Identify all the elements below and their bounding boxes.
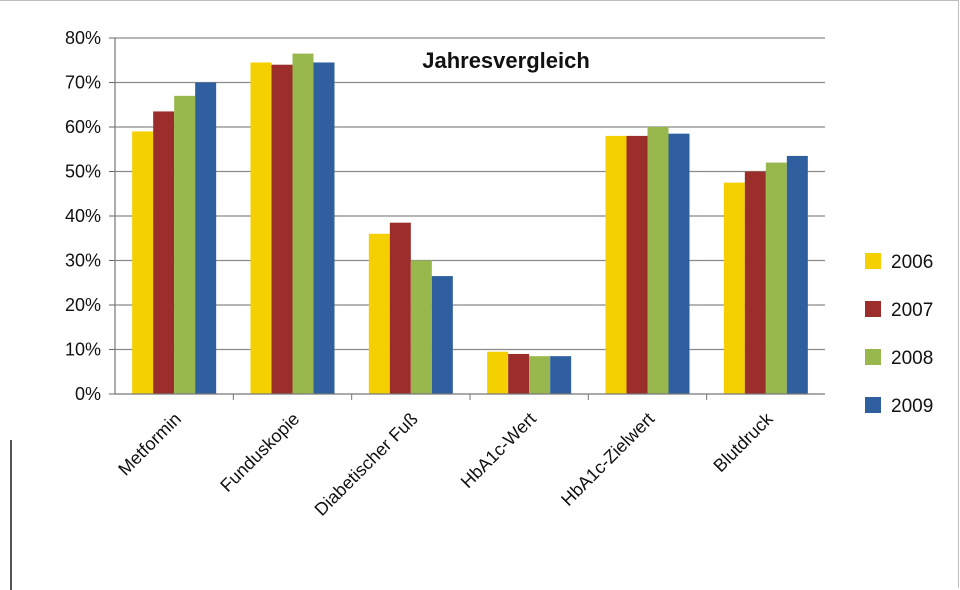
y-tick-label: 80%: [65, 28, 101, 48]
bar-2009-5: [786, 155, 808, 394]
y-tick-label: 40%: [65, 206, 101, 226]
y-tick-label: 30%: [65, 251, 101, 271]
y-tick-label: 60%: [65, 117, 101, 137]
y-tick-label: 0%: [75, 384, 101, 404]
category-label: Funduskopie: [216, 409, 303, 496]
legend-swatch-2009: [865, 397, 881, 413]
bar-2009-4: [668, 133, 690, 395]
bar-2008-3: [529, 356, 551, 394]
category-label: Blutdruck: [709, 408, 777, 476]
bar-2007-2: [389, 222, 411, 394]
bar-2008-1: [292, 53, 314, 394]
frame-edge: [10, 440, 12, 590]
bar-2009-1: [313, 62, 335, 394]
bars: [132, 53, 808, 395]
y-tick-label: 10%: [65, 340, 101, 360]
chart-title: Jahresvergleich: [422, 48, 590, 73]
category-labels: Metformin Funduskopie Diabetischer Fuß HbA1…: [114, 408, 777, 520]
y-tick-label: 70%: [65, 73, 101, 93]
legend-label: 2006: [891, 252, 933, 273]
bar-2007-3: [508, 353, 530, 394]
bar-2007-0: [153, 111, 175, 395]
legend-label: 2007: [891, 300, 933, 321]
legend-swatch-2007: [865, 301, 881, 317]
bar-2008-5: [765, 162, 787, 394]
category-label: HbA1c-Zielwert: [557, 409, 658, 510]
bar-2006-1: [250, 62, 272, 394]
y-axis-ticks: 0% 10% 20% 30% 40% 50% 60% 70% 80%: [65, 28, 115, 404]
bar-2008-4: [647, 127, 669, 394]
axes: [114, 38, 825, 400]
bar-2006-4: [605, 135, 627, 394]
bar-2006-3: [487, 351, 509, 394]
y-tick-label: 20%: [65, 295, 101, 315]
legend-label: 2008: [891, 348, 933, 369]
bar-2008-0: [174, 95, 196, 394]
bar-2006-5: [723, 182, 745, 394]
bar-2007-4: [626, 135, 648, 394]
bar-2006-0: [132, 131, 154, 394]
bar-2009-2: [431, 276, 453, 394]
category-label: Metformin: [114, 409, 185, 480]
legend: 2006 2007 2008 2009: [865, 252, 933, 417]
legend-swatch-2006: [865, 253, 881, 269]
legend-swatch-2008: [865, 349, 881, 365]
bar-2007-5: [744, 171, 766, 394]
bar-2007-1: [271, 64, 293, 394]
y-tick-label: 50%: [65, 162, 101, 182]
category-label: HbA1c-Wert: [457, 409, 540, 492]
legend-label: 2009: [891, 396, 933, 417]
bar-2009-3: [550, 356, 572, 394]
bar-2009-0: [195, 82, 217, 394]
bar-2006-2: [368, 233, 390, 394]
category-label: Diabetischer Fuß: [311, 409, 422, 520]
bar-2008-2: [410, 260, 432, 394]
gridlines: [115, 37, 825, 351]
